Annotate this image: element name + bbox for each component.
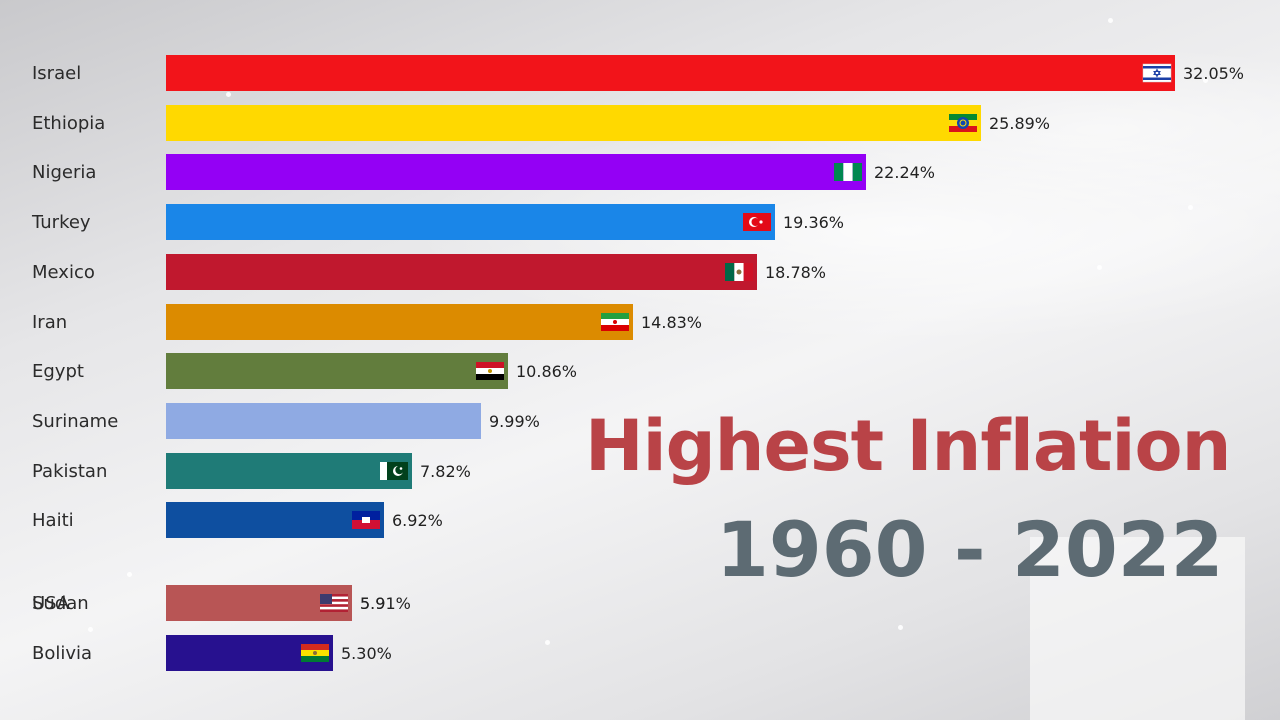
category-label-egypt: Egypt	[32, 361, 84, 382]
bar-suriname	[166, 403, 481, 439]
bar-iran	[166, 304, 633, 340]
value-label-egypt: 10.86%	[516, 362, 577, 381]
mexico-flag-icon	[725, 263, 753, 281]
category-label-pakistan: Pakistan	[32, 461, 107, 482]
background-speck	[127, 572, 132, 577]
category-label-nigeria: Nigeria	[32, 162, 96, 183]
background-panel	[1030, 537, 1245, 720]
category-label-usa: USA	[32, 593, 70, 614]
egypt-flag-icon	[476, 362, 504, 380]
category-label-turkey: Turkey	[31, 212, 91, 233]
bolivia-flag-icon	[301, 644, 329, 662]
value-label-nigeria: 22.24%	[874, 163, 935, 182]
chart-title: Highest Inflation	[585, 405, 1231, 487]
turkey-flag-icon	[743, 213, 771, 231]
iran-flag-icon	[601, 313, 629, 331]
value-label-iran: 14.83%	[641, 313, 702, 332]
background-speck	[1188, 205, 1193, 210]
chart-subtitle: 1960 - 2022	[716, 505, 1224, 594]
value-label-haiti: 6.92%	[392, 511, 443, 530]
israel-flag-icon	[1142, 63, 1172, 83]
category-label-ethiopia: Ethiopia	[32, 113, 105, 134]
bar-israel	[166, 55, 1175, 91]
background-speck	[1203, 78, 1208, 83]
category-label-suriname: Suriname	[32, 411, 118, 432]
bar-egypt	[166, 353, 508, 389]
haiti-flag-icon	[352, 511, 380, 529]
ethiopia-flag-icon	[949, 114, 977, 132]
bar-turkey	[166, 204, 775, 240]
category-label-sudan: Sudan	[32, 593, 89, 614]
background-speck	[88, 627, 93, 632]
background-speck	[898, 625, 903, 630]
value-label-ethiopia: 25.89%	[989, 114, 1050, 133]
bar-mexico	[166, 254, 757, 290]
category-label-iran: Iran	[32, 312, 67, 333]
bar-pakistan	[166, 453, 412, 489]
value-label-pakistan: 7.82%	[420, 462, 471, 481]
bar-nigeria	[166, 154, 866, 190]
value-label-israel: 32.05%	[1183, 64, 1244, 83]
background-speck	[226, 92, 231, 97]
background-speck	[1097, 265, 1102, 270]
pakistan-flag-icon	[380, 462, 408, 480]
background-speck	[1108, 18, 1113, 23]
bar-ethiopia	[166, 105, 981, 141]
value-label-usa: 5.9	[360, 594, 385, 613]
value-label-suriname: 9.99%	[489, 412, 540, 431]
background-speck	[545, 640, 550, 645]
nigeria-flag-icon	[834, 163, 862, 181]
value-label-sudan: 5.91%	[360, 594, 411, 613]
value-label-mexico: 18.78%	[765, 263, 826, 282]
usa-flag-icon	[320, 594, 348, 612]
value-label-turkey: 19.36%	[783, 213, 844, 232]
category-label-israel: Israel	[32, 63, 81, 84]
value-label-bolivia: 5.30%	[341, 644, 392, 663]
category-label-haiti: Haiti	[32, 510, 74, 531]
bar-haiti	[166, 502, 384, 538]
category-label-bolivia: Bolivia	[32, 643, 92, 664]
category-label-mexico: Mexico	[32, 262, 95, 283]
